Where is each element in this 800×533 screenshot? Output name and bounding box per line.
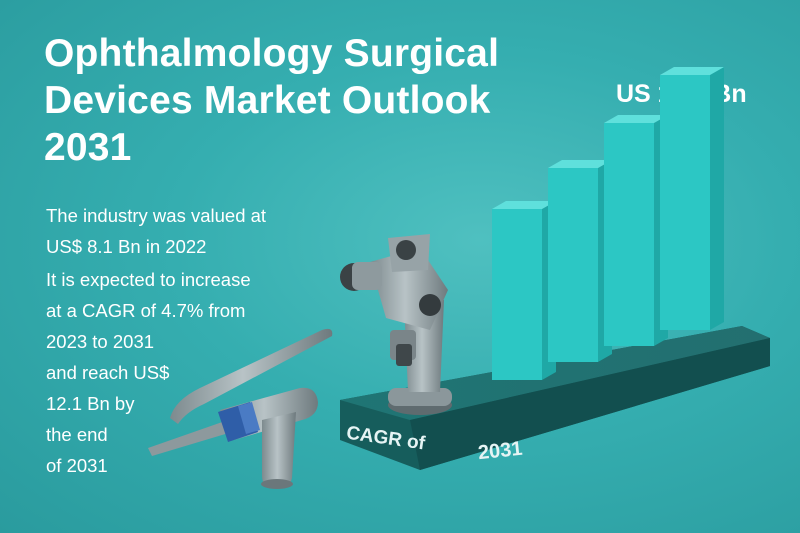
summary-line-4: at a CAGR of 4.7% from <box>46 300 246 321</box>
forceps-icon <box>170 328 333 424</box>
base-label-year: 2031 <box>476 437 524 465</box>
bar-2-front <box>548 168 598 362</box>
market-summary: The industry was valued at US$ 8.1 Bn in… <box>46 200 336 481</box>
bar-3 <box>604 115 668 346</box>
bar-4-front <box>660 75 710 330</box>
bar-2-top <box>548 160 612 168</box>
summary-line-3: It is expected to increase <box>46 269 251 290</box>
summary-line-9: of 2031 <box>46 455 108 476</box>
title-line-3: 2031 <box>44 126 132 169</box>
surgical-handpiece-icon <box>148 387 318 489</box>
summary-line-8: the end <box>46 424 108 445</box>
bar-series <box>492 67 724 380</box>
title-line-1: Ophthalmology Surgical <box>44 32 500 75</box>
bar-1 <box>492 201 556 380</box>
bar-4-top <box>660 67 724 75</box>
summary-line-2: US$ 8.1 Bn in 2022 <box>46 236 207 257</box>
bar-1-front <box>492 209 542 380</box>
summary-line-7: 12.1 Bn by <box>46 393 135 414</box>
page-title: Ophthalmology Surgical Devices Market Ou… <box>44 30 584 171</box>
bar-1-top <box>492 201 556 209</box>
bar-3-top <box>604 115 668 123</box>
bar-3-front <box>604 123 654 346</box>
bar-4-side <box>710 67 724 330</box>
title-line-2: Devices Market Outlook <box>44 79 491 122</box>
bar-4 <box>660 67 724 330</box>
microscope-icon <box>340 234 452 415</box>
summary-line-1: The industry was valued at <box>46 205 267 226</box>
summary-line-6: and reach US$ <box>46 362 170 383</box>
summary-line-5: 2023 to 2031 <box>46 331 155 352</box>
bar-2 <box>548 160 612 362</box>
